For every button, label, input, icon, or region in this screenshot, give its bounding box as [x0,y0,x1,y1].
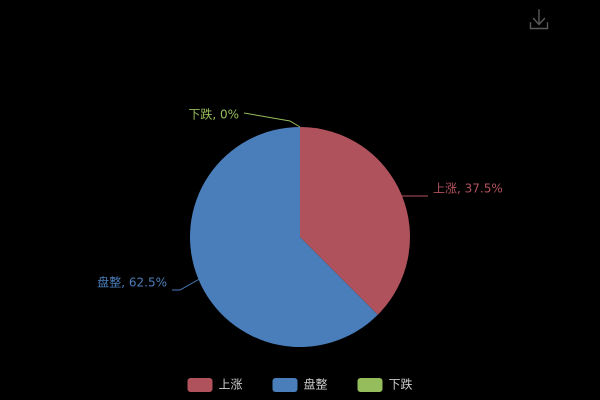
download-icon[interactable] [526,6,552,32]
chart-legend: 上涨 盘整 下跌 [187,377,413,393]
download-tray [529,22,549,30]
label-leader-lines [172,112,428,291]
legend-swatch-flat [272,378,298,392]
pie-slice-group [189,127,410,347]
download-arrow-head [532,17,546,26]
pie-labels: 上涨, 37.5% 盘整, 62.5% 下跌, 0% [97,107,503,290]
leader-line-flat [172,279,199,291]
pie-label-up: 上涨, 37.5% [433,181,503,196]
legend-label-down: 下跌 [389,377,413,392]
legend-label-flat: 盘整 [303,377,327,392]
legend-item-flat[interactable]: 盘整 [272,377,328,393]
legend-item-down[interactable]: 下跌 [357,377,413,393]
legend-item-up[interactable]: 上涨 [187,377,243,393]
legend-label-up: 上涨 [218,377,242,392]
legend-swatch-up [187,378,213,392]
pie-slice-up[interactable] [300,127,410,315]
leader-line-up [377,195,428,275]
pie-slice-flat[interactable] [189,127,378,347]
pie-label-down: 下跌, 0% [188,107,239,122]
leader-line-down [243,112,301,128]
pie-label-flat: 盘整, 62.5% [97,275,167,290]
legend-swatch-down [357,378,383,392]
